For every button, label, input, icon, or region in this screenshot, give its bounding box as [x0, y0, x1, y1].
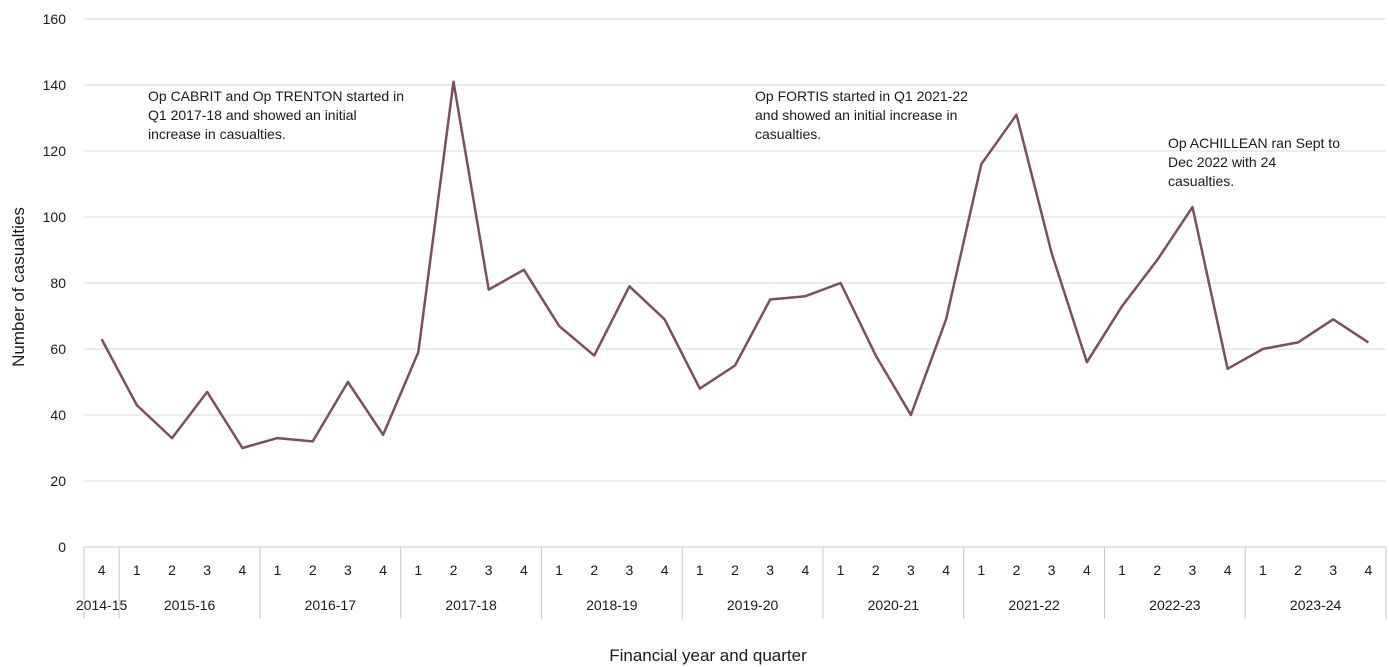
x-tick-quarter: 4: [1365, 562, 1373, 578]
x-tick-quarter: 1: [1259, 562, 1267, 578]
x-tick-quarter: 1: [1118, 562, 1126, 578]
x-tick-year: 2022-23: [1149, 597, 1201, 613]
annotation-line: increase in casualties.: [148, 126, 286, 142]
y-tick-label: 80: [50, 275, 66, 291]
x-axis-title: Financial year and quarter: [609, 646, 807, 665]
x-tick-quarter: 2: [590, 562, 598, 578]
x-tick-year: 2020-21: [868, 597, 920, 613]
y-tick-label: 120: [43, 143, 67, 159]
x-tick-quarter: 3: [907, 562, 915, 578]
annotation-line: Dec 2022 with 24: [1168, 154, 1277, 170]
x-tick-quarter: 3: [626, 562, 634, 578]
x-tick-quarter: 4: [1224, 562, 1232, 578]
x-tick-year: 2018-19: [586, 597, 638, 613]
x-tick-quarter: 4: [661, 562, 669, 578]
x-tick-quarter: 3: [485, 562, 493, 578]
x-tick-year: 2023-24: [1290, 597, 1342, 613]
x-tick-quarter: 2: [1294, 562, 1302, 578]
x-tick-year: 2015-16: [164, 597, 216, 613]
y-tick-label: 100: [43, 209, 67, 225]
x-tick-quarter: 3: [1048, 562, 1056, 578]
x-tick-quarter: 1: [555, 562, 563, 578]
x-tick-quarter: 4: [379, 562, 387, 578]
x-tick-quarter: 4: [98, 562, 106, 578]
x-tick-quarter: 3: [203, 562, 211, 578]
x-tick-quarter: 1: [274, 562, 282, 578]
annotation-line: Op ACHILLEAN ran Sept to: [1168, 135, 1340, 151]
x-tick-quarter: 2: [1153, 562, 1161, 578]
x-tick-year: 2021-22: [1008, 597, 1060, 613]
annotation-fortis: Op FORTIS started in Q1 2021-22 and show…: [755, 87, 968, 144]
y-tick-label: 140: [43, 77, 67, 93]
x-tick-quarter: 3: [766, 562, 774, 578]
x-tick-year: 2017-18: [445, 597, 497, 613]
x-tick-quarter: 3: [1189, 562, 1197, 578]
y-tick-label: 0: [58, 539, 66, 555]
y-tick-label: 20: [50, 473, 66, 489]
x-tick-quarter: 2: [168, 562, 176, 578]
x-tick-quarter: 4: [1083, 562, 1091, 578]
x-tick-quarter: 4: [801, 562, 809, 578]
x-tick-quarter: 3: [344, 562, 352, 578]
x-tick-quarter: 4: [520, 562, 528, 578]
x-tick-year: 2014-15: [76, 597, 128, 613]
x-tick-quarter: 1: [837, 562, 845, 578]
annotation-achillean: Op ACHILLEAN ran Sept to Dec 2022 with 2…: [1168, 134, 1340, 191]
x-tick-quarter: 2: [309, 562, 317, 578]
x-tick-quarter: 2: [450, 562, 458, 578]
y-tick-label: 60: [50, 341, 66, 357]
annotation-cabrit-trenton: Op CABRIT and Op TRENTON started in Q1 2…: [148, 87, 404, 144]
x-tick-quarter: 2: [1013, 562, 1021, 578]
x-tick-quarter: 1: [977, 562, 985, 578]
annotation-line: casualties.: [1168, 173, 1235, 189]
x-tick-quarter: 2: [872, 562, 880, 578]
series-line: [100, 80, 1370, 450]
gridlines: [84, 18, 1386, 548]
y-axis-tick-labels: 0 20 40 60 80 100 120 140 160: [43, 11, 67, 555]
annotation-line: casualties.: [755, 126, 822, 142]
annotation-line: Op CABRIT and Op TRENTON started in: [148, 88, 404, 104]
x-tick-quarter: 4: [238, 562, 246, 578]
x-tick-quarter: 4: [942, 562, 950, 578]
annotation-line: Q1 2017-18 and showed an initial: [148, 107, 357, 123]
x-tick-quarter: 2: [731, 562, 739, 578]
x-tick-quarter: 1: [133, 562, 141, 578]
x-tick-quarter: 3: [1329, 562, 1337, 578]
annotation-line: and showed an initial increase in: [755, 107, 958, 123]
x-tick-year: 2016-17: [305, 597, 357, 613]
y-tick-label: 160: [43, 11, 67, 27]
y-tick-label: 40: [50, 407, 66, 423]
x-tick-quarter: 1: [414, 562, 422, 578]
series-casualties: [100, 80, 1370, 450]
x-tick-quarter: 1: [696, 562, 704, 578]
x-tick-year: 2019-20: [727, 597, 779, 613]
y-axis-title: Number of casualties: [9, 207, 28, 367]
x-axis: 4 1 2 3 4 1 2 3 4 1 2 3 4 1 2 3 4 1 2 3 4 1 2 3 4 1 2 3 4 1 2 3 4 1 2 3 4 201…: [76, 547, 1387, 619]
annotation-line: Op FORTIS started in Q1 2021-22: [755, 88, 968, 104]
